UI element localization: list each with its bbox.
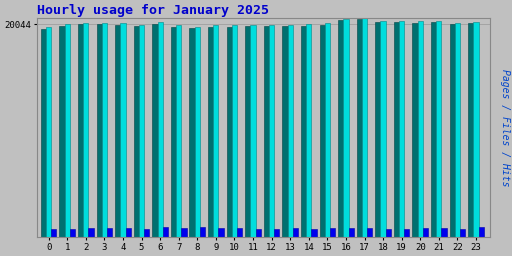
Bar (404, 229, 410, 237)
Bar (357, 19, 362, 237)
Bar (89, 228, 94, 237)
Bar (70, 229, 75, 237)
Bar (134, 26, 139, 237)
Bar (219, 228, 224, 237)
Bar (330, 228, 335, 237)
Bar (232, 25, 237, 237)
Bar (237, 228, 242, 237)
Bar (227, 27, 232, 237)
Bar (51, 229, 56, 237)
Bar (189, 28, 195, 237)
Bar (120, 23, 125, 237)
Text: Pages / Files / Hits: Pages / Files / Hits (500, 69, 510, 187)
Bar (394, 22, 399, 237)
Bar (41, 29, 46, 237)
Bar (59, 26, 65, 237)
Bar (144, 229, 150, 237)
Bar (46, 27, 51, 237)
Bar (450, 24, 455, 237)
Bar (362, 18, 367, 237)
Bar (386, 229, 391, 237)
Bar (250, 25, 255, 237)
Text: Hourly usage for January 2025: Hourly usage for January 2025 (36, 4, 269, 17)
Bar (311, 229, 316, 237)
Bar (153, 24, 158, 237)
Bar (418, 21, 423, 237)
Bar (431, 22, 436, 237)
Bar (474, 22, 479, 237)
Bar (367, 228, 372, 237)
Bar (460, 229, 465, 237)
Bar (214, 25, 219, 237)
Bar (115, 25, 120, 237)
Bar (255, 229, 261, 237)
Bar (171, 27, 176, 237)
Bar (97, 24, 102, 237)
Bar (306, 24, 311, 237)
Bar (380, 21, 386, 237)
Bar (176, 25, 181, 237)
Bar (338, 20, 344, 237)
Bar (139, 25, 144, 237)
Bar (163, 227, 168, 237)
Bar (479, 227, 484, 237)
Bar (78, 24, 83, 237)
Bar (107, 228, 112, 237)
Bar (319, 25, 325, 237)
Bar (181, 228, 186, 237)
Bar (468, 23, 474, 237)
Bar (413, 23, 418, 237)
Bar (455, 23, 460, 237)
Bar (301, 26, 306, 237)
Bar (288, 25, 293, 237)
Bar (375, 22, 380, 237)
Bar (125, 228, 131, 237)
Bar (436, 21, 441, 237)
Bar (264, 26, 269, 237)
Bar (245, 26, 250, 237)
Bar (349, 228, 354, 237)
Bar (200, 227, 205, 237)
Bar (423, 228, 428, 237)
Bar (293, 228, 298, 237)
Bar (269, 25, 274, 237)
Bar (283, 26, 288, 237)
Bar (195, 27, 200, 237)
Bar (274, 229, 280, 237)
Bar (441, 228, 446, 237)
Bar (83, 23, 89, 237)
Bar (102, 23, 107, 237)
Bar (208, 27, 214, 237)
Bar (325, 23, 330, 237)
Bar (158, 22, 163, 237)
Bar (399, 21, 404, 237)
Bar (344, 19, 349, 237)
Bar (65, 24, 70, 237)
